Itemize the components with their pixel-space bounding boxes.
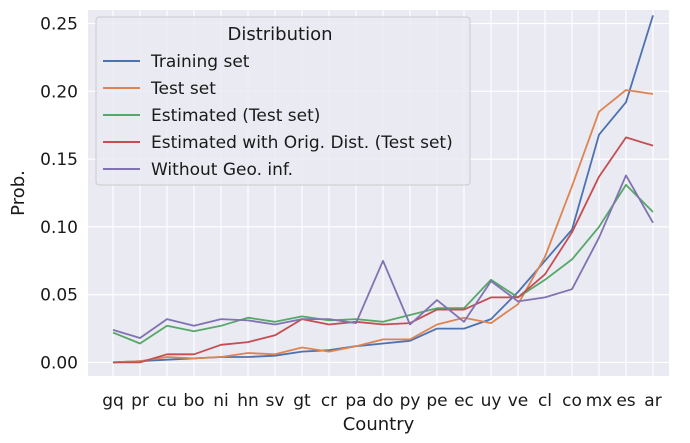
y-axis-label: Prob. [8,170,29,216]
x-tick-label: ni [213,391,229,411]
series-line-5 [112,174,654,339]
y-tick-label: 0.20 [40,82,78,102]
x-tick-label: mx [586,391,613,411]
legend-entry: Without Geo. inf. [151,160,293,180]
legend-title: Distribution [227,24,332,45]
x-tick-label: ec [454,391,474,411]
y-tick-label: 0.00 [40,353,78,373]
x-tick-labels: gq pr cu bo ni hn sv gt cr pa do py pe ec uy ve cl co mx es… [102,391,662,411]
x-axis-label: Country [343,414,415,435]
x-tick-label: cl [538,391,552,411]
y-tick-label: 0.15 [40,150,78,170]
legend-entry: Training set [150,52,250,72]
series-line-3 [112,183,654,345]
series-line-4 [113,136,654,364]
legend-entry: Test set [150,79,216,99]
x-tick-label: es [616,391,635,411]
x-tick-label: cu [157,391,177,411]
x-tick-label: uy [481,391,502,411]
x-tick-label: ar [644,391,661,411]
x-tick-label: py [400,391,421,411]
x-tick-label: cr [321,391,337,411]
x-tick-label: pr [131,391,149,411]
x-tick-label: pa [345,391,366,411]
x-tick-label: sv [266,391,285,411]
series-lines [112,15,654,364]
x-tick-label: gt [293,391,311,411]
legend-box [95,16,471,186]
y-tick-label: 0.05 [40,286,78,306]
legend-entry: Estimated with Orig. Dist. (Test set) [151,133,453,153]
x-tick-label: hn [237,391,259,411]
x-tick-label: gq [102,391,124,411]
legend-entry: Estimated (Test set) [151,106,320,126]
x-tick-label: co [562,391,582,411]
y-tick-labels: 0.00 0.05 0.10 0.15 0.20 0.25 [40,15,78,374]
y-tick-label: 0.10 [40,218,78,238]
x-tick-label: do [372,391,393,411]
series-line-2 [112,89,654,364]
y-tick-label: 0.25 [40,15,78,35]
x-tick-label: bo [183,391,204,411]
x-tick-label: pe [426,391,447,411]
x-tick-label: ve [508,391,529,411]
legend: Distribution Training set Test set Estimat… [95,16,471,186]
